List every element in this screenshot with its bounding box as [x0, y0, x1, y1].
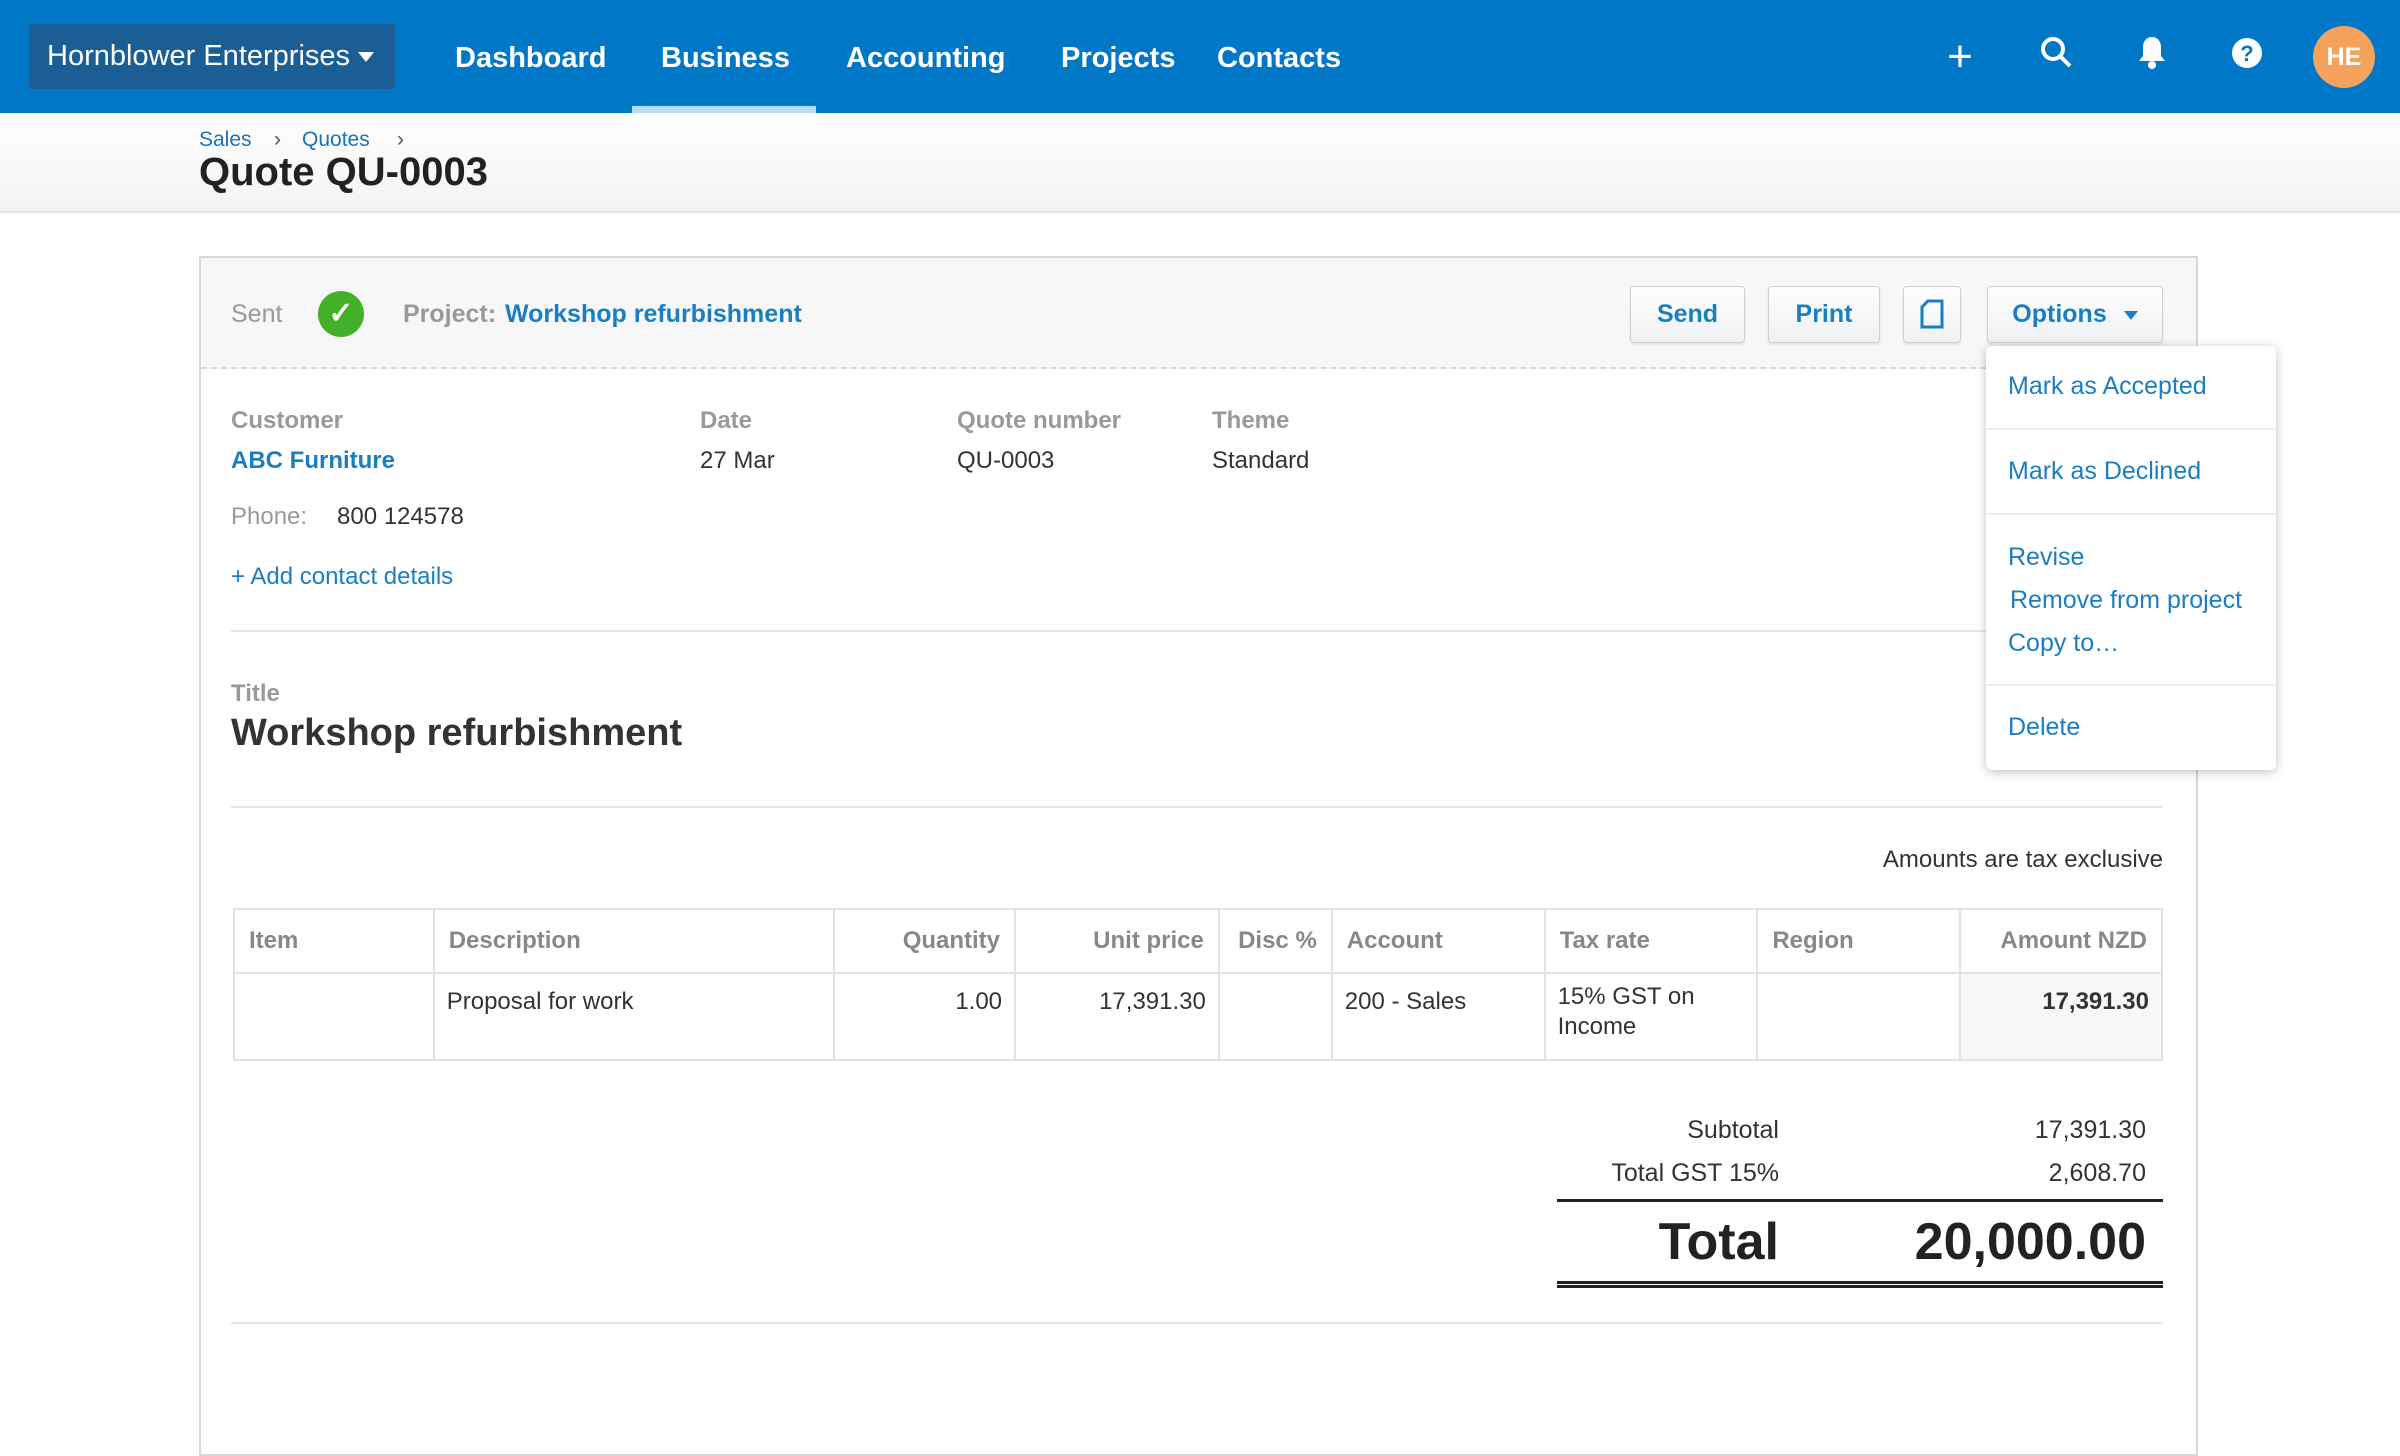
phone-label: Phone: [231, 503, 308, 530]
nav-projects[interactable]: Projects [1061, 42, 1176, 74]
column-header: Item [233, 908, 435, 974]
options-dropdown-menu: Mark as Accepted Mark as Declined Revise… [1986, 346, 2276, 770]
page-header [0, 113, 2400, 213]
cell-amount: 17,391.30 [1959, 972, 2163, 1061]
quote-card [199, 256, 2198, 1456]
divider [231, 806, 2163, 808]
gst-label: Total GST 15% [1611, 1159, 1779, 1187]
subtotal-value: 17,391.30 [2034, 1116, 2146, 1144]
chevron-right-icon: › [274, 128, 281, 151]
column-header: Description [432, 908, 836, 974]
add-contact-details-link[interactable]: + Add contact details [231, 563, 454, 590]
nav-accounting[interactable]: Accounting [846, 42, 1006, 74]
menu-item-remove-from-project[interactable]: Remove from project [2010, 586, 2243, 614]
options-label: Options [2012, 300, 2107, 328]
subtotal-label: Subtotal [1687, 1116, 1779, 1144]
breadcrumb-quotes[interactable]: Quotes [302, 128, 370, 151]
phone-value: 800 124578 [337, 503, 464, 530]
chevron-right-icon: › [397, 128, 404, 151]
cell-unit-price[interactable]: 17,391.30 [1014, 972, 1220, 1061]
bell-icon[interactable] [2129, 34, 2175, 80]
column-header: Disc % [1217, 908, 1333, 974]
column-header: Account [1330, 908, 1546, 974]
document-icon [1920, 299, 1944, 329]
top-navigation-bar [0, 0, 2400, 113]
check-icon: ✓ [318, 291, 364, 337]
theme-value: Standard [1212, 447, 1310, 474]
line-items-table: Item Description Quantity Unit price Dis… [233, 908, 2163, 1061]
nav-dashboard[interactable]: Dashboard [455, 42, 607, 74]
page-title: Quote QU-0003 [199, 150, 488, 194]
divider [231, 1322, 2163, 1324]
cell-item[interactable] [233, 972, 435, 1061]
divider [231, 630, 1986, 632]
copy-button[interactable] [1903, 286, 1961, 343]
amounts-tax-note: Amounts are tax exclusive [1882, 846, 2163, 873]
print-button[interactable]: Print [1768, 286, 1880, 343]
help-icon[interactable]: ? [2224, 34, 2270, 80]
org-name: Hornblower Enterprises [47, 40, 351, 72]
active-nav-indicator [632, 106, 816, 113]
cell-tax-rate[interactable]: 15% GST on Income [1543, 972, 1759, 1061]
nav-business[interactable]: Business [661, 42, 790, 74]
column-header: Tax rate [1543, 908, 1759, 974]
quote-title: Workshop refurbishment [231, 712, 683, 754]
menu-divider [1986, 513, 2276, 515]
breadcrumb-sales[interactable]: Sales [199, 128, 252, 151]
cell-description[interactable]: Proposal for work [432, 972, 836, 1061]
cell-quantity[interactable]: 1.00 [833, 972, 1017, 1061]
menu-item-mark-declined[interactable]: Mark as Declined [2008, 457, 2202, 485]
cell-account[interactable]: 200 - Sales [1330, 972, 1546, 1061]
project-label: Project: [403, 300, 497, 328]
caret-down-icon [358, 52, 375, 63]
customer-link[interactable]: ABC Furniture [231, 447, 395, 474]
quote-number-value: QU-0003 [957, 447, 1055, 474]
gst-value: 2,608.70 [2048, 1159, 2146, 1187]
total-label: Total [1658, 1213, 1779, 1271]
table-row[interactable]: Proposal for work 1.00 17,391.30 200 - S… [233, 972, 2163, 1061]
total-double-rule [1557, 1281, 2163, 1288]
menu-divider [1986, 428, 2276, 430]
project-link[interactable]: Workshop refurbishment [505, 300, 802, 328]
date-label: Date [700, 407, 753, 434]
menu-item-delete[interactable]: Delete [2008, 713, 2081, 741]
search-icon[interactable] [2033, 34, 2079, 80]
send-button[interactable]: Send [1630, 286, 1745, 343]
organisation-switcher[interactable]: Hornblower Enterprises [29, 24, 395, 89]
total-value: 20,000.00 [1914, 1213, 2146, 1271]
date-value: 27 Mar [700, 447, 775, 474]
column-header: Unit price [1014, 908, 1220, 974]
menu-item-revise[interactable]: Revise [2008, 543, 2085, 571]
column-header: Quantity [833, 908, 1017, 974]
plus-icon[interactable]: + [1947, 32, 1973, 81]
user-avatar[interactable]: HE [2313, 26, 2375, 88]
status-label: Sent [231, 300, 283, 328]
quote-number-label: Quote number [957, 407, 1122, 434]
nav-contacts[interactable]: Contacts [1217, 42, 1342, 74]
caret-down-icon [2123, 310, 2138, 320]
cell-region[interactable] [1756, 972, 1962, 1061]
menu-divider [1986, 684, 2276, 686]
menu-item-mark-accepted[interactable]: Mark as Accepted [2008, 372, 2207, 400]
title-label: Title [231, 680, 280, 707]
theme-label: Theme [1212, 407, 1290, 434]
customer-label: Customer [231, 407, 344, 434]
table-header-row: Item Description Quantity Unit price Dis… [233, 908, 2163, 974]
options-button[interactable]: Options [1987, 286, 2163, 343]
menu-item-copy-to[interactable]: Copy to… [2008, 629, 2120, 657]
column-header: Region [1756, 908, 1962, 974]
quote-toolbar [201, 258, 2196, 369]
totals-rule [1557, 1199, 2163, 1202]
column-header: Amount NZD [1959, 908, 2163, 974]
cell-discount[interactable] [1217, 972, 1333, 1061]
svg-text:?: ? [2240, 41, 2253, 66]
